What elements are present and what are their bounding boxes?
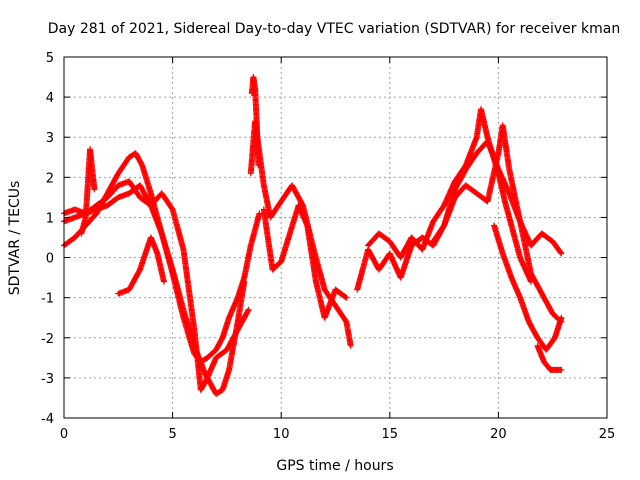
y-axis-label: SDTVAR / TECUs [7, 181, 23, 296]
data-point [241, 278, 248, 285]
chart-title: Day 281 of 2021, Sidereal Day-to-day VTE… [48, 21, 620, 37]
series-track-f [260, 202, 350, 321]
series-track-i [430, 122, 565, 325]
x-tick-label: 5 [168, 427, 176, 442]
data-point [245, 307, 252, 314]
data-point [557, 249, 564, 256]
data-point [342, 293, 349, 300]
grid-layer [64, 57, 607, 418]
data-point [558, 366, 565, 373]
data-point [343, 294, 350, 301]
data-point [91, 186, 98, 193]
series-track-l [78, 146, 98, 237]
series-track-h [365, 106, 534, 285]
data-point [558, 314, 565, 321]
y-tick-label: 3 [46, 131, 54, 146]
x-tick-label: 25 [599, 427, 616, 442]
series-track-m [248, 74, 262, 169]
data-point [245, 306, 252, 313]
series-track-c [61, 178, 252, 393]
series-track-a [61, 150, 263, 365]
y-tick-label: -4 [41, 412, 54, 427]
series-track-j [491, 222, 565, 353]
x-tick-label: 15 [382, 427, 399, 442]
x-axis-label: GPS time / hours [276, 458, 393, 474]
series-track-k [534, 342, 565, 373]
data-point [255, 162, 262, 169]
y-tick-label: -2 [41, 332, 54, 347]
y-tick-label: 2 [46, 171, 54, 186]
x-tick-label: 10 [273, 427, 290, 442]
series-track-d [115, 234, 167, 297]
y-tick-label: 1 [46, 211, 54, 226]
y-tick-label: 0 [46, 252, 54, 267]
y-tick-label: 5 [46, 51, 54, 66]
x-tick-label: 0 [60, 427, 68, 442]
series-track-b [61, 182, 248, 397]
data-point [558, 250, 565, 257]
y-tick-label: 4 [46, 91, 54, 106]
series-track-e [247, 118, 354, 349]
plot-frame [63, 56, 608, 419]
data-point [160, 278, 167, 285]
y-tick-label: -1 [41, 292, 54, 307]
y-tick-label: -3 [41, 372, 54, 387]
data-point [347, 342, 354, 349]
x-tick-label: 20 [490, 427, 507, 442]
ticks-layer: 0 5 10 15 20 25 -4 -3 -2 -1 0 1 2 3 4 5 [41, 51, 615, 442]
marks-layer [61, 74, 565, 397]
